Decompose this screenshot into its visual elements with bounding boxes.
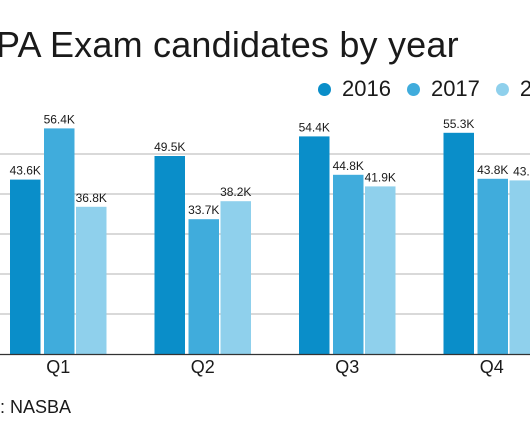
legend-swatch (318, 82, 331, 96)
data-label: 43.4 (513, 164, 530, 178)
legend: 2016 2017 20 (318, 76, 530, 102)
bar-q3-series-1 (333, 174, 364, 354)
data-label: 56.4K (44, 112, 75, 126)
bar-q1-series-2 (76, 206, 107, 354)
legend-swatch (495, 82, 509, 96)
legend-swatch (406, 82, 420, 96)
bar-q1-series-1 (44, 128, 75, 354)
data-label: 55.3K (443, 117, 474, 131)
data-label: 38.2K (220, 185, 251, 199)
bar-q2-series-2 (220, 201, 251, 354)
data-label: 33.7K (188, 203, 219, 217)
x-tick-label: Q4 (480, 357, 504, 377)
bar-q1-series-0 (10, 179, 41, 354)
source-note: e: NASBA (0, 397, 72, 417)
bar-q4-series-2 (509, 180, 530, 354)
legend-label: 2017 (430, 76, 480, 101)
bar-q2-series-1 (188, 219, 219, 354)
data-label: 44.8K (333, 159, 364, 173)
data-label: 49.5K (154, 140, 185, 154)
legend-item-2: 20 (495, 76, 530, 102)
bar-q4-series-0 (443, 132, 474, 354)
x-tick-label: Q1 (46, 357, 70, 377)
chart-title: PA Exam candidates by year (0, 24, 459, 65)
legend-item-1: 2017 (406, 76, 480, 102)
legend-label: 20 (519, 76, 530, 101)
x-tick-label: Q2 (191, 357, 215, 377)
data-label: 41.9K (365, 170, 396, 184)
bar-q3-series-2 (365, 186, 396, 354)
x-tick-label: Q3 (335, 357, 359, 377)
data-label: 43.6K (10, 164, 41, 178)
bar-q2-series-0 (154, 156, 185, 354)
legend-label: 2016 (342, 76, 391, 101)
data-label: 54.4K (299, 120, 330, 134)
bar-q4-series-1 (477, 178, 508, 354)
legend-item-0: 2016 (318, 76, 391, 102)
data-label: 36.8K (76, 191, 107, 205)
bar-q3-series-0 (299, 136, 330, 354)
data-label: 43.8K (477, 163, 508, 177)
